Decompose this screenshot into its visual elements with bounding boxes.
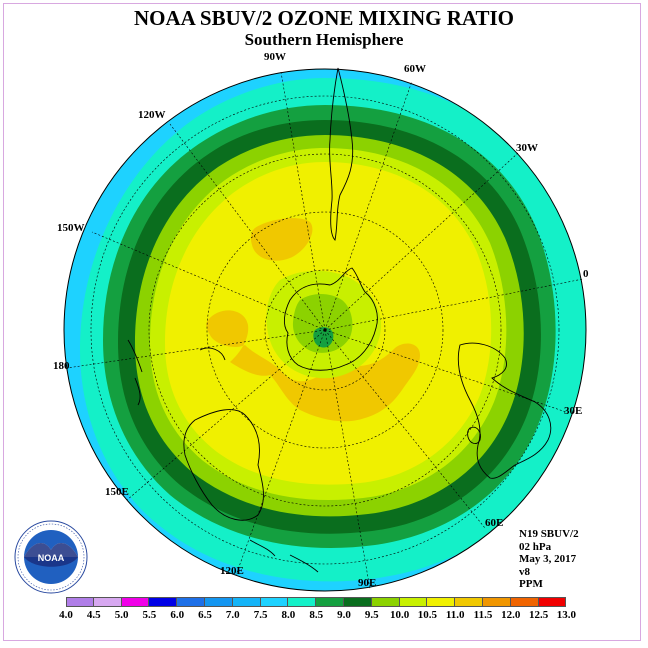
color-bar-tick-label: 8.0 [281,609,296,621]
lon-label-30w: 30W [516,142,538,154]
figure-frame [3,3,641,641]
color-swatch [427,597,456,607]
lon-label-150w: 150W [57,222,85,234]
lon-label-60e: 60E [485,517,504,529]
color-swatch [232,597,261,607]
island-coast [249,539,319,573]
color-bar [66,597,567,607]
info-units: PPM [519,578,543,590]
color-swatch [260,597,289,607]
color-swatch [288,597,317,607]
graticule [66,71,584,590]
color-swatch [538,597,567,607]
color-swatch [399,597,428,607]
map-subtitle: Southern Hemisphere [244,30,404,49]
globe-outline [63,68,587,592]
color-swatch [149,597,178,607]
new-zealand-coast [127,339,143,406]
lon-label-60w: 60W [404,63,426,75]
color-bar-tick-label: 10.5 [417,609,438,621]
color-bar-tick-label: 7.0 [225,609,240,621]
band-10-5-patch [206,310,420,422]
color-bar-tick-label: 11.0 [445,609,465,621]
color-swatch [204,597,233,607]
color-swatch [510,597,539,607]
color-swatch [121,597,150,607]
color-bar-tick-label: 12.5 [528,609,549,621]
lon-label-90w: 90W [264,51,286,63]
color-bar-tick-label: 13.0 [556,609,577,621]
map-title: NOAA SBUV/2 OZONE MIXING RATIO [134,6,514,30]
band-9-0-center [292,294,353,353]
color-swatch [66,597,94,607]
lon-label-150e: 150E [105,486,129,498]
color-bar-tick-label: 12.0 [501,609,521,621]
info-version: v8 [519,565,530,578]
color-swatch [316,597,344,607]
lon-label-180: 180 [53,360,70,372]
color-bar-tick-label: 5.0 [114,609,129,621]
color-bar-ticks: 4.0 4.5 5.0 5.5 6.0 6.5 7.0 7.5 8.0 8.5 9.0 9.5 10.0… [0,609,648,623]
color-bar-tick-label: 10.0 [389,609,410,621]
color-swatch [371,597,400,607]
info-date: May 3, 2017 [519,553,577,565]
color-swatch [455,597,483,607]
band-10-5-patch [250,218,313,261]
color-swatch [93,597,122,607]
lon-label-120w: 120W [138,109,166,121]
color-bar-tick-label: 6.5 [198,609,212,621]
color-swatch [177,597,205,607]
info-instrument: N19 SBUV/2 [519,528,579,540]
color-bar-tick-label: 4.5 [86,609,101,621]
lon-label-120e: 120E [220,565,244,577]
color-bar-tick-label: 6.0 [170,609,185,621]
color-bar-tick-label: 9.5 [364,609,379,621]
color-swatch [482,597,511,607]
band-8-5-core [313,327,334,348]
south-america-coast [329,67,354,241]
color-bar-tick-label: 9.0 [337,609,351,621]
madagascar-coast [467,426,481,444]
lon-label-90e: 90E [358,577,377,589]
coastlines [127,67,552,573]
new-zealand-coast [199,347,226,361]
color-bar-tick-label: 7.5 [253,609,268,621]
logo-text: NOAA [38,553,65,563]
noaa-logo: NOAA [14,520,88,594]
color-swatch [343,597,372,607]
color-bar-tick-label: 11.5 [473,609,493,621]
lon-label-0: 0 [583,268,589,280]
antarctica-coast [283,267,378,371]
color-bar-tick-label: 8.5 [309,609,324,621]
color-bar-tick-label: 4.0 [59,609,73,621]
color-bar-tick-label: 5.5 [142,609,157,621]
lon-label-30e: 30E [564,405,583,417]
africa-coast [457,342,552,479]
info-block: N19 SBUV/2 02 hPa May 3, 2017 v8 PPM [519,528,579,591]
info-level: 02 hPa [519,540,552,553]
ozone-field [64,69,586,591]
